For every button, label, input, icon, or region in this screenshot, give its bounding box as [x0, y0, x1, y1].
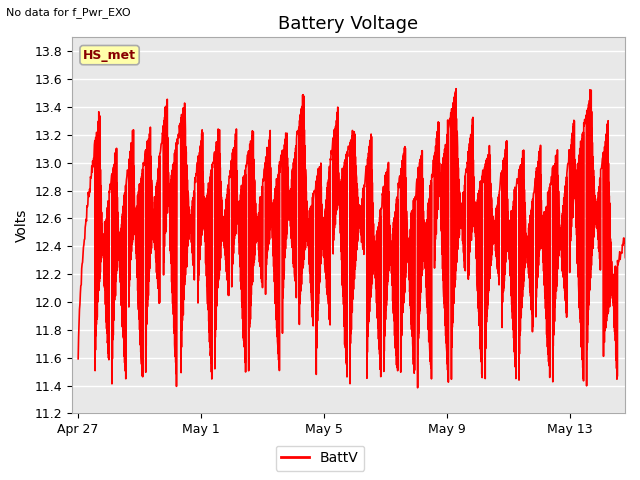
Text: No data for f_Pwr_EXO: No data for f_Pwr_EXO	[6, 7, 131, 18]
Y-axis label: Volts: Volts	[15, 209, 29, 242]
Legend: BattV: BattV	[276, 445, 364, 471]
Text: HS_met: HS_met	[83, 48, 136, 61]
Title: Battery Voltage: Battery Voltage	[278, 15, 419, 33]
